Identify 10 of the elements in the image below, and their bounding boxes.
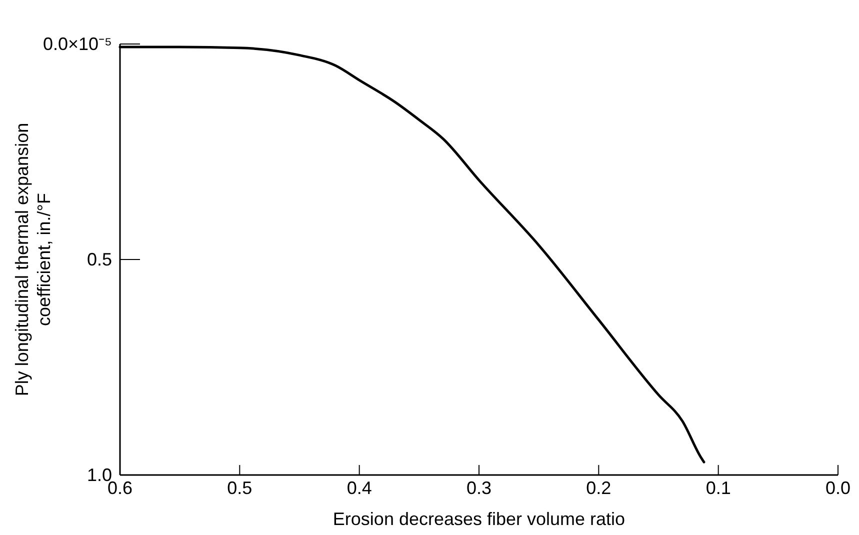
x-tick-label: 0.2 — [586, 478, 612, 498]
x-axis-title: Erosion decreases fiber volume ratio — [332, 509, 626, 529]
y-tick-label: 0.0×10⁻⁵ — [42, 34, 112, 54]
x-tick-label: 0.1 — [706, 478, 731, 498]
y-axis-title: Ply longitudinal thermal expansion coefficient, in./°F — [12, 122, 54, 396]
x-tick-label: 0.0 — [825, 478, 851, 498]
x-tick-label: 0.3 — [466, 478, 492, 498]
y-tick-label: 0.5 — [86, 249, 112, 270]
x-tick-label: 0.5 — [227, 478, 252, 498]
x-tick-label: 0.4 — [346, 478, 372, 498]
